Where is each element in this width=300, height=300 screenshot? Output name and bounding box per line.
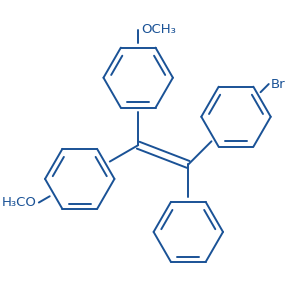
Text: H₃CO: H₃CO	[2, 196, 37, 209]
Text: Br: Br	[271, 77, 285, 91]
Text: OCH₃: OCH₃	[141, 23, 176, 36]
